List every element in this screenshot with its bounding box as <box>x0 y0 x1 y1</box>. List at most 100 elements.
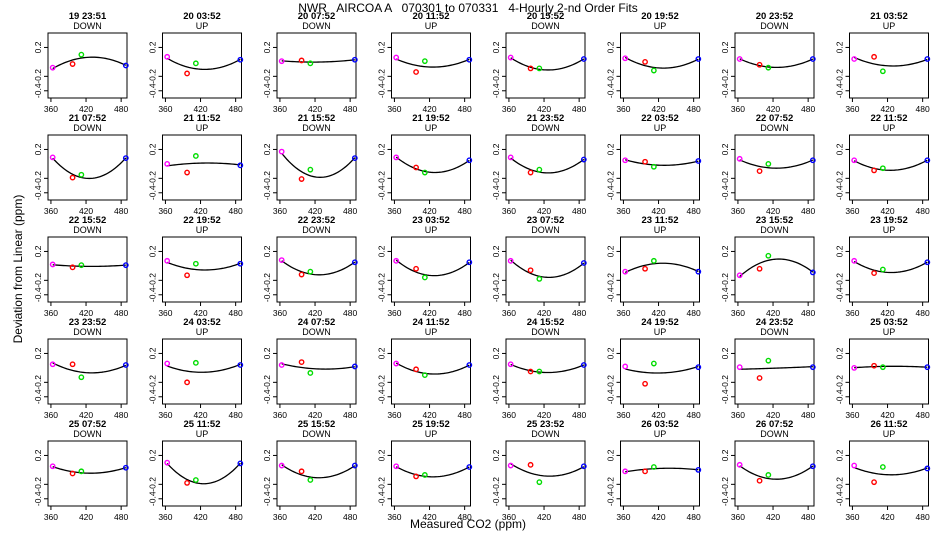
x-tick-label: 420 <box>651 308 665 318</box>
data-point <box>736 56 743 62</box>
data-point <box>49 361 56 368</box>
y-tick-label: -0.4 <box>377 83 387 98</box>
y-tick-label: 0.2 <box>262 143 272 155</box>
y-tick-label: 0.2 <box>606 245 616 257</box>
data-point <box>507 257 514 264</box>
fit-curve <box>395 259 470 277</box>
panel-title: 19 23:51 <box>69 11 107 22</box>
panel-direction: UP <box>196 21 209 31</box>
panel-frame <box>849 338 929 405</box>
x-tick-label: 420 <box>537 206 551 216</box>
data-point <box>237 460 244 467</box>
data-point <box>307 166 314 173</box>
data-point <box>78 374 85 381</box>
data-point <box>924 157 931 164</box>
x-tick-label: 360 <box>158 410 172 420</box>
x-tick-label: 360 <box>387 410 401 420</box>
fit-curve <box>166 462 241 485</box>
fit-curve <box>281 464 356 479</box>
x-tick-label: 480 <box>458 104 472 114</box>
data-point <box>298 359 305 366</box>
data-point <box>351 363 358 370</box>
data-point <box>49 154 56 161</box>
y-tick-label: -0.4 <box>262 287 272 302</box>
x-tick-label: 420 <box>79 512 93 522</box>
y-tick-label: -0.2 <box>491 375 501 390</box>
y-tick-label: -0.4 <box>33 185 43 200</box>
panel-direction: UP <box>883 21 896 31</box>
panel-title: 24 15:52 <box>527 317 565 328</box>
data-point <box>736 461 743 468</box>
x-tick-label: 360 <box>845 512 859 522</box>
panel-title: 21 11:52 <box>184 113 221 124</box>
panel-direction: DOWN <box>531 225 560 235</box>
y-tick-label: -0.4 <box>835 287 845 302</box>
data-point <box>622 157 629 164</box>
panel-direction: DOWN <box>760 327 789 337</box>
x-tick-label: 420 <box>651 206 665 216</box>
y-tick-label: 0.2 <box>148 347 158 359</box>
fit-curve <box>739 58 814 69</box>
x-axis-label: Measured CO2 (ppm) <box>409 517 527 531</box>
x-tick-label: 420 <box>651 512 665 522</box>
x-tick-label: 420 <box>537 308 551 318</box>
data-point <box>527 65 534 72</box>
x-tick-label: 480 <box>916 104 930 114</box>
y-tick-label: -0.2 <box>491 273 501 288</box>
data-point <box>307 268 314 275</box>
y-tick-label: -0.2 <box>33 273 43 288</box>
x-tick-label: 360 <box>273 410 287 420</box>
x-tick-label: 360 <box>158 206 172 216</box>
panel-direction: UP <box>196 225 209 235</box>
y-tick-label: -0.2 <box>377 171 387 186</box>
y-tick-label: 0.2 <box>33 143 43 155</box>
data-point <box>924 465 931 472</box>
data-point <box>765 252 772 259</box>
data-point <box>393 360 400 367</box>
data-point <box>879 266 886 273</box>
fit-curve <box>395 362 470 375</box>
panel-direction: UP <box>196 123 209 133</box>
y-tick-label: 0.2 <box>33 347 43 359</box>
x-tick-label: 420 <box>422 206 436 216</box>
fit-curve <box>739 159 814 169</box>
y-tick-label: -0.4 <box>491 491 501 506</box>
x-tick-label: 360 <box>731 512 745 522</box>
y-tick-label: -0.2 <box>377 273 387 288</box>
x-tick-label: 420 <box>79 308 93 318</box>
y-tick-label: -0.2 <box>720 273 730 288</box>
panel-direction: DOWN <box>302 327 331 337</box>
x-tick-label: 360 <box>502 512 516 522</box>
x-tick-label: 420 <box>79 104 93 114</box>
y-tick-label: -0.4 <box>491 287 501 302</box>
data-point <box>69 361 76 368</box>
y-tick-label: -0.4 <box>148 83 158 98</box>
y-tick-label: -0.2 <box>835 273 845 288</box>
data-point <box>421 372 428 379</box>
x-tick-label: 480 <box>801 512 815 522</box>
x-tick-label: 480 <box>687 308 701 318</box>
y-tick-label: 0.2 <box>377 245 387 257</box>
y-tick-label: -0.2 <box>377 375 387 390</box>
data-point <box>736 155 743 162</box>
panel-frame <box>162 134 242 201</box>
data-point <box>736 272 743 279</box>
data-point <box>413 265 419 272</box>
panel-direction: DOWN <box>531 327 560 337</box>
x-tick-label: 420 <box>651 104 665 114</box>
fit-curve <box>52 362 127 374</box>
panel-title: 23 15:52 <box>756 215 794 226</box>
data-point <box>122 262 129 269</box>
y-tick-label: -0.2 <box>377 477 387 492</box>
data-point <box>650 464 657 470</box>
data-point <box>351 462 358 469</box>
data-point <box>851 56 858 62</box>
data-point <box>756 477 763 484</box>
fit-curve <box>625 159 699 166</box>
